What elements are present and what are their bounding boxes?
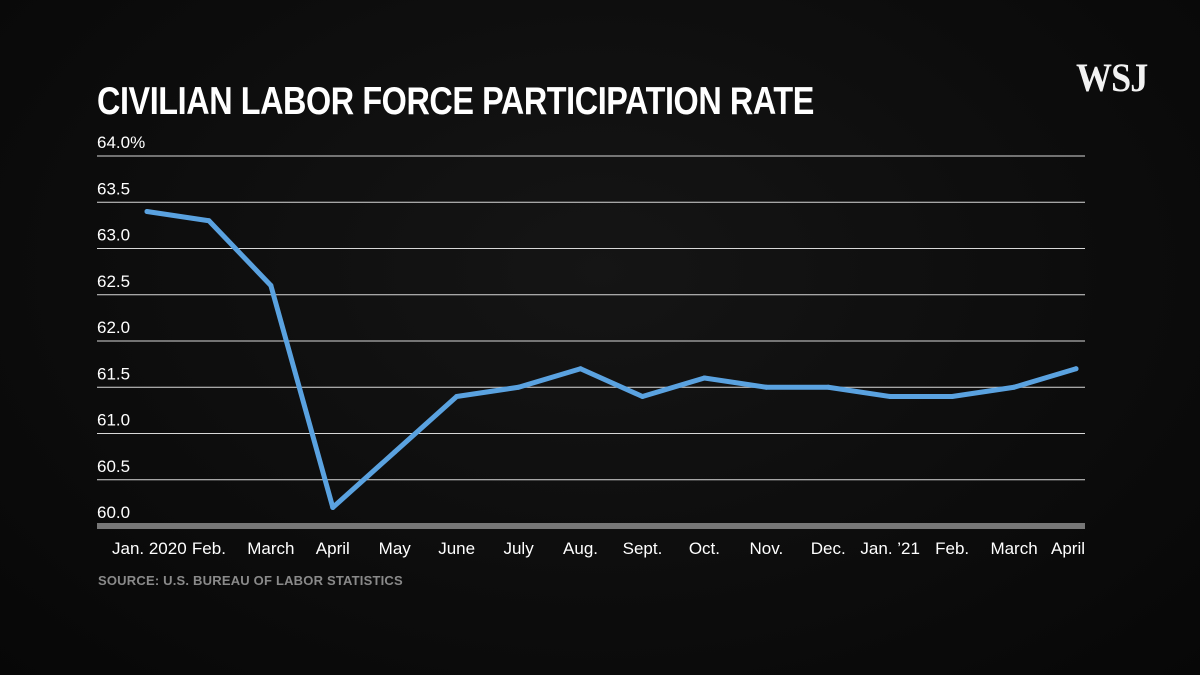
x-tick-label: Oct. xyxy=(689,539,720,558)
x-tick-label: Feb. xyxy=(935,539,969,558)
series-line xyxy=(144,209,1079,510)
data-point xyxy=(949,394,955,399)
x-tick-label: July xyxy=(503,539,534,558)
y-tick-label: 64.0% xyxy=(97,133,145,152)
data-point xyxy=(268,283,274,288)
chart-title: CIVILIAN LABOR FORCE PARTICIPATION RATE xyxy=(97,80,814,123)
data-point xyxy=(578,366,584,372)
y-tick-label: 62.0 xyxy=(97,318,130,337)
x-tick-label: Dec. xyxy=(811,539,846,558)
y-tick-label: 61.5 xyxy=(97,364,130,383)
x-axis-baseline xyxy=(97,523,1085,529)
data-point xyxy=(1011,384,1017,390)
x-tick-label: March xyxy=(247,539,294,558)
y-tick-label: 63.0 xyxy=(97,226,130,245)
x-tick-label: May xyxy=(379,539,412,558)
x-tick-label: April xyxy=(316,539,350,558)
data-point xyxy=(144,209,150,214)
data-point xyxy=(639,394,645,399)
x-tick-label: Sept. xyxy=(623,539,663,558)
wsj-logo: WSJ xyxy=(1076,55,1148,100)
x-tick-label: June xyxy=(438,539,475,558)
x-tick-label: March xyxy=(990,539,1037,558)
y-tick-label: 61.0 xyxy=(97,411,130,430)
x-tick-label: Jan. ’21 xyxy=(860,539,920,558)
data-point xyxy=(206,218,212,224)
x-tick-label: Aug. xyxy=(563,539,598,558)
y-tick-label: 63.5 xyxy=(97,179,130,198)
data-point xyxy=(701,375,707,381)
data-point xyxy=(454,394,460,399)
x-tick-label: April xyxy=(1051,539,1085,558)
data-point xyxy=(825,384,831,390)
y-tick-label: 60.0 xyxy=(97,503,130,522)
source-note: SOURCE: U.S. BUREAU OF LABOR STATISTICS xyxy=(98,573,403,588)
data-point xyxy=(516,384,522,390)
x-tick-label: Feb. xyxy=(192,539,226,558)
data-point xyxy=(392,449,398,455)
data-point xyxy=(1073,366,1079,372)
x-tick-label: Jan. 2020 xyxy=(112,539,187,558)
y-tick-label: 62.5 xyxy=(97,272,130,291)
data-point xyxy=(330,505,336,510)
data-point xyxy=(887,394,893,399)
data-point xyxy=(763,384,769,390)
y-tick-label: 60.5 xyxy=(97,457,130,476)
x-tick-label: Nov. xyxy=(749,539,783,558)
